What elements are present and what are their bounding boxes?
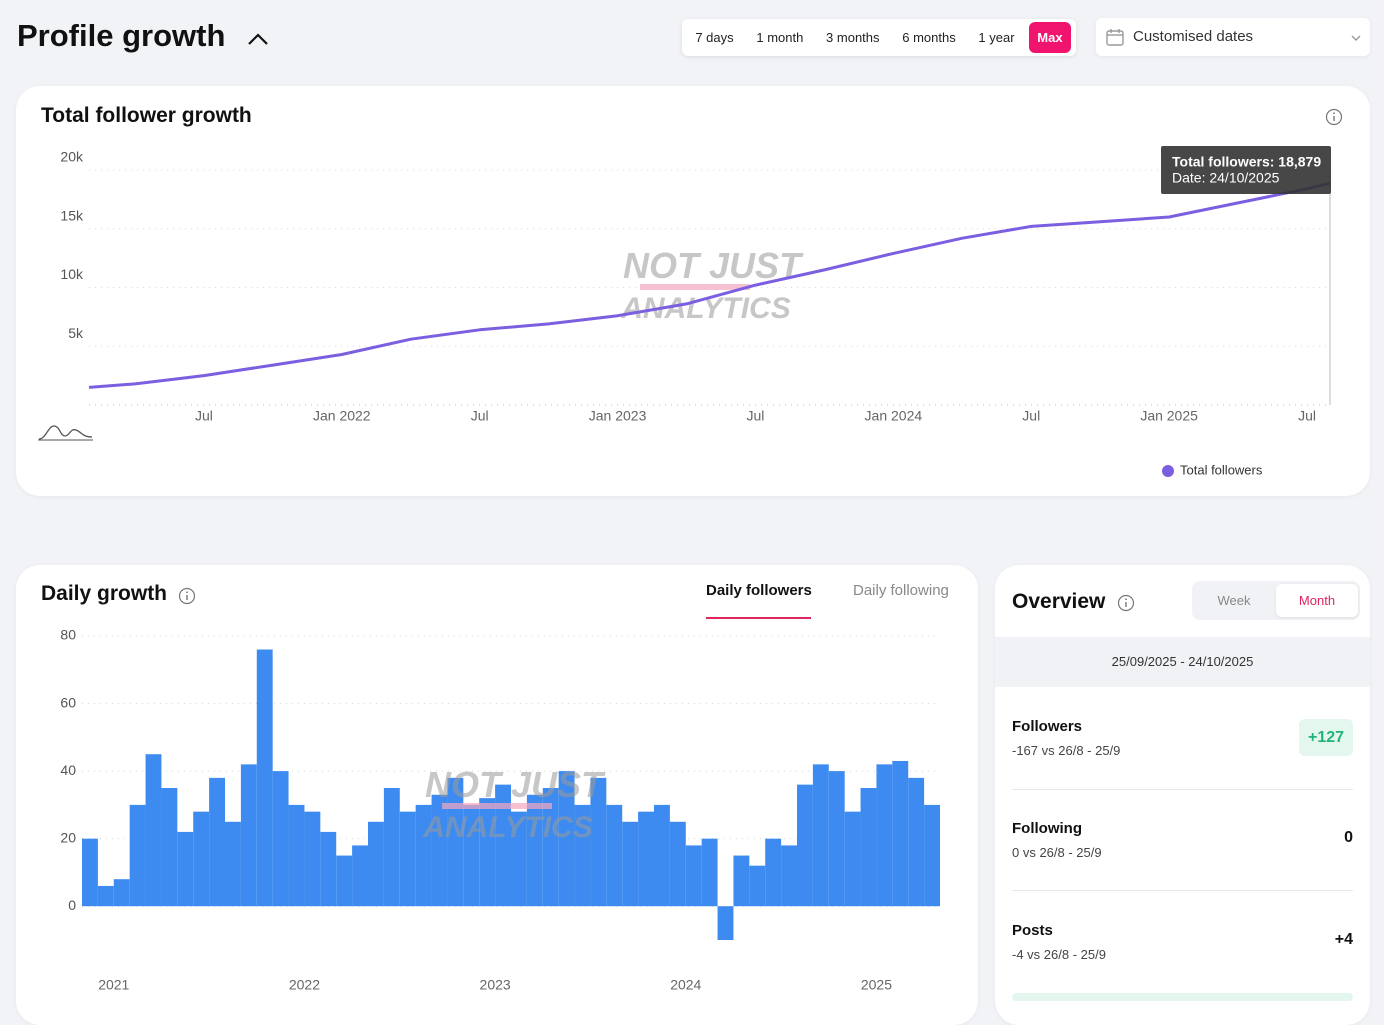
metric-label: Followers	[1012, 718, 1083, 735]
metric-label: Posts	[1012, 922, 1053, 939]
dropdown-icon	[1351, 35, 1361, 41]
date-picker[interactable]: Customised dates	[1096, 18, 1370, 56]
total-growth-card: Total follower growth	[16, 86, 1370, 496]
metric-label: Following	[1012, 820, 1082, 837]
range-button[interactable]: 7 days	[695, 30, 734, 45]
range-button[interactable]: 6 months	[902, 30, 956, 45]
overview-card: Overview Week Month 25/09/2025 - 24/10/2…	[995, 565, 1370, 1025]
info-icon[interactable]	[1117, 594, 1135, 612]
range-button[interactable]: Max	[1029, 22, 1071, 53]
range-selector: 7 days 1 month 3 months 6 months 1 year …	[682, 19, 1076, 56]
page: {"header": {"title": "Profile growth", "…	[16, 18, 1370, 1025]
card-title: Total follower growth	[41, 104, 252, 127]
metric-change: +4	[1334, 931, 1353, 948]
period-toggle: Week Month	[1192, 581, 1360, 620]
metric-compare: -167 vs 26/8 - 25/9	[1012, 743, 1121, 758]
page-title: Profile growth	[17, 18, 226, 53]
card-title: Overview	[1012, 590, 1106, 613]
divider	[1012, 890, 1353, 891]
zoom-icon[interactable]	[38, 422, 94, 442]
info-icon[interactable]	[1325, 108, 1343, 126]
range-button[interactable]: 1 month	[756, 30, 804, 45]
collapse-icon[interactable]	[247, 31, 269, 47]
date-picker-label: Customised dates	[1133, 28, 1254, 45]
range-button[interactable]: 1 year	[978, 30, 1015, 45]
daily-growth-card: Daily growth Daily followers Daily follo…	[16, 565, 978, 1025]
metric-change: +127	[1299, 719, 1353, 756]
metric-compare: -4 vs 26/8 - 25/9	[1012, 947, 1106, 962]
info-icon[interactable]	[178, 587, 196, 605]
metric-compare: 0 vs 26/8 - 25/9	[1012, 845, 1102, 860]
toggle-option[interactable]: Week	[1217, 593, 1251, 608]
divider	[1012, 789, 1353, 790]
range-button[interactable]: 3 months	[826, 30, 880, 45]
toggle-option[interactable]: Month	[1276, 584, 1358, 617]
period-range: 25/09/2025 - 24/10/2025	[995, 637, 1370, 687]
tab-underline	[706, 617, 811, 619]
metric-change: 0	[1344, 829, 1353, 846]
card-title: Daily growth	[41, 582, 168, 605]
calendar-icon	[1106, 29, 1124, 46]
tab[interactable]: Daily followers	[706, 582, 812, 599]
tab[interactable]: Daily following	[853, 582, 949, 599]
strip	[1012, 993, 1353, 1001]
